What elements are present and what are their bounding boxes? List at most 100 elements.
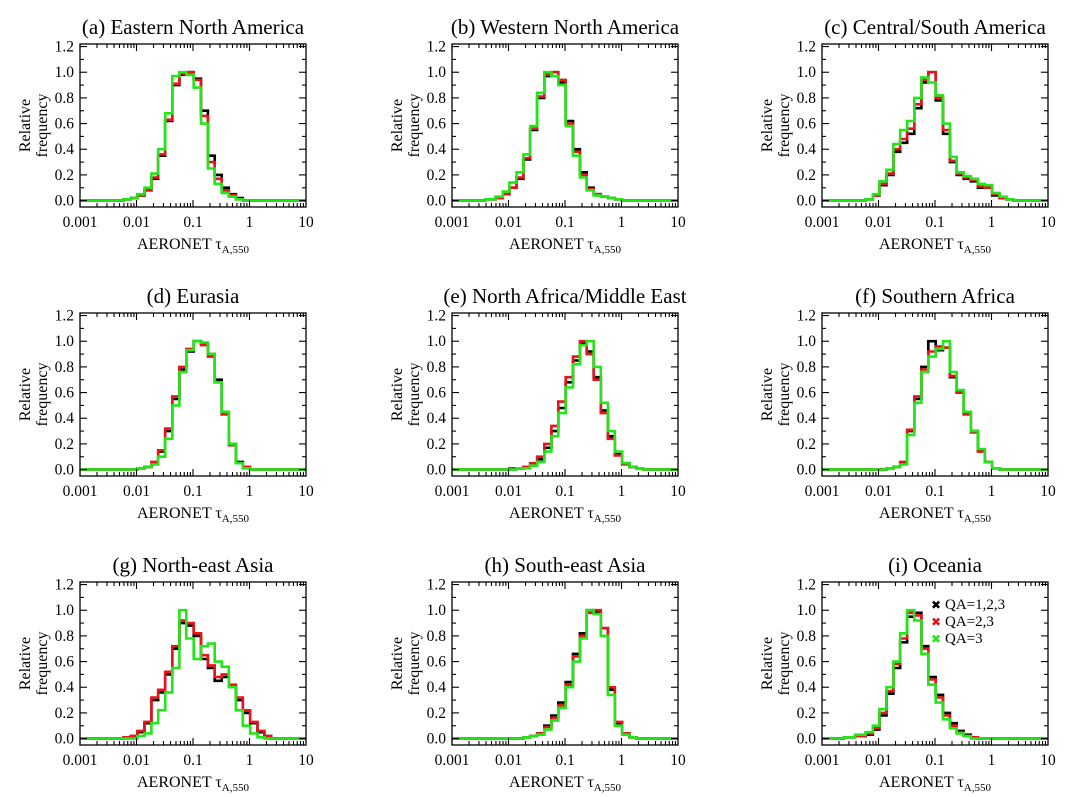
x-tick-label: 0.001 xyxy=(805,214,840,231)
x-axis-label-main: AERONET τ xyxy=(879,236,964,253)
x-axis-label: AERONET τA,550 xyxy=(509,236,621,256)
x-tick-label: 0.001 xyxy=(63,483,98,500)
y-tick-label: 0.6 xyxy=(55,385,75,402)
x-axis-label-main: AERONET τ xyxy=(509,236,594,253)
x-axis-label: AERONET τA,550 xyxy=(137,774,249,794)
y-tick-label: 0.2 xyxy=(797,167,816,184)
y-tick-label: 0.8 xyxy=(427,628,447,645)
y-tick-label: 0.6 xyxy=(427,385,447,402)
y-tick-label: 1.0 xyxy=(797,64,817,81)
plot-frame xyxy=(821,43,1049,208)
y-axis-label-line: Relative xyxy=(759,368,776,421)
x-tick-label: 1 xyxy=(988,214,996,231)
x-tick-label: 10 xyxy=(670,752,686,769)
y-tick-label: 0.0 xyxy=(797,462,817,479)
x-axis-label-main: AERONET τ xyxy=(879,774,964,791)
y-tick-label: 0.2 xyxy=(797,436,816,453)
x-tick-label: 10 xyxy=(1040,214,1056,231)
y-axis-label-line: frequency xyxy=(776,94,793,158)
y-tick-label: 0.0 xyxy=(55,731,75,748)
y-tick-label: 0.2 xyxy=(55,167,74,184)
legend-marker: ✖ xyxy=(931,598,941,612)
x-tick-label: 1 xyxy=(988,752,996,769)
y-tick-label: 0.8 xyxy=(427,359,447,376)
y-tick-label: 0.8 xyxy=(55,359,75,376)
x-axis-label-subscript: A,550 xyxy=(594,513,622,525)
y-axis-label: Relativefrequency xyxy=(389,632,423,696)
y-tick-label: 1.0 xyxy=(427,64,447,81)
x-tick-label: 1 xyxy=(246,214,254,231)
y-axis-label-line: Relative xyxy=(389,637,406,690)
y-tick-label: 0.0 xyxy=(427,193,447,210)
x-tick-label: 0.01 xyxy=(495,214,522,231)
x-tick-label: 1 xyxy=(246,752,254,769)
x-axis-label: AERONET τA,550 xyxy=(509,505,621,525)
x-tick-label: 0.1 xyxy=(555,752,574,769)
series-line-3 xyxy=(80,70,306,202)
y-axis-label-line: Relative xyxy=(17,99,34,152)
y-axis-label: Relativefrequency xyxy=(17,94,51,158)
x-axis-label-subscript: A,550 xyxy=(964,244,992,256)
y-tick-label: 0.6 xyxy=(427,116,447,133)
y-tick-label: 1.0 xyxy=(427,602,447,619)
y-tick-label: 1.0 xyxy=(797,602,817,619)
y-tick-label: 0.2 xyxy=(797,705,816,722)
y-axis-label-line: frequency xyxy=(406,632,423,696)
y-axis-label: Relativefrequency xyxy=(17,363,51,427)
panel-title: (b) Western North America xyxy=(451,15,680,39)
y-tick-label: 1.0 xyxy=(427,333,447,350)
x-tick-label: 0.1 xyxy=(183,214,202,231)
x-tick-label: 0.01 xyxy=(865,483,892,500)
plot-frame xyxy=(79,581,307,746)
y-tick-label: 0.0 xyxy=(55,193,75,210)
legend-entry-label: QA=1,2,3 xyxy=(945,597,1005,613)
x-tick-label: 0.1 xyxy=(555,214,574,231)
y-tick-label: 1.2 xyxy=(55,308,74,325)
legend-entry-label: QA=2,3 xyxy=(945,614,994,630)
y-tick-label: 0.4 xyxy=(797,679,817,696)
panel-title: (g) North-east Asia xyxy=(113,553,275,577)
x-axis-label-main: AERONET τ xyxy=(509,774,594,791)
x-tick-label: 0.001 xyxy=(435,214,470,231)
y-tick-label: 0.4 xyxy=(55,410,75,427)
panel-title: (i) Oceania xyxy=(888,553,983,577)
x-axis-label-subscript: A,550 xyxy=(964,513,992,525)
x-tick-label: 10 xyxy=(298,483,314,500)
series-line-3 xyxy=(80,608,306,740)
series-line-1 xyxy=(452,608,678,740)
series-line-3 xyxy=(822,339,1048,471)
panel-title: (h) South-east Asia xyxy=(485,553,647,577)
y-tick-label: 0.8 xyxy=(797,359,817,376)
y-tick-label: 0.6 xyxy=(797,116,817,133)
series-line-1 xyxy=(80,339,306,471)
y-tick-label: 1.2 xyxy=(797,308,816,325)
y-tick-label: 1.0 xyxy=(55,333,75,350)
y-tick-label: 0.2 xyxy=(427,436,446,453)
x-axis-label: AERONET τA,550 xyxy=(879,774,991,794)
panel-7: (g) North-east AsiaRelativefrequency0.00… xyxy=(17,553,314,794)
panel-5: (e) North Africa/Middle East Relativefreq… xyxy=(389,284,687,525)
plot-frame xyxy=(821,312,1049,477)
x-tick-label: 0.01 xyxy=(865,752,892,769)
y-axis-label-line: frequency xyxy=(406,363,423,427)
y-tick-label: 0.4 xyxy=(427,141,447,158)
y-axis-label-line: frequency xyxy=(776,363,793,427)
x-tick-label: 0.1 xyxy=(925,214,944,231)
x-axis-label-subscript: A,550 xyxy=(594,244,622,256)
y-tick-label: 1.2 xyxy=(55,39,74,56)
y-tick-label: 0.0 xyxy=(55,462,75,479)
x-axis-label: AERONET τA,550 xyxy=(509,774,621,794)
series-line-2 xyxy=(80,70,306,202)
plot-frame xyxy=(79,312,307,477)
panel-title: (f) Southern Africa xyxy=(855,284,1015,308)
y-axis-label-line: frequency xyxy=(776,632,793,696)
x-tick-label: 0.001 xyxy=(63,214,98,231)
y-tick-label: 1.0 xyxy=(55,602,75,619)
x-tick-label: 0.1 xyxy=(555,483,574,500)
series-line-1 xyxy=(822,339,1048,471)
series-line-3 xyxy=(452,339,678,471)
x-axis-label-subscript: A,550 xyxy=(222,513,250,525)
y-tick-label: 1.2 xyxy=(797,39,816,56)
y-tick-label: 0.0 xyxy=(797,193,817,210)
